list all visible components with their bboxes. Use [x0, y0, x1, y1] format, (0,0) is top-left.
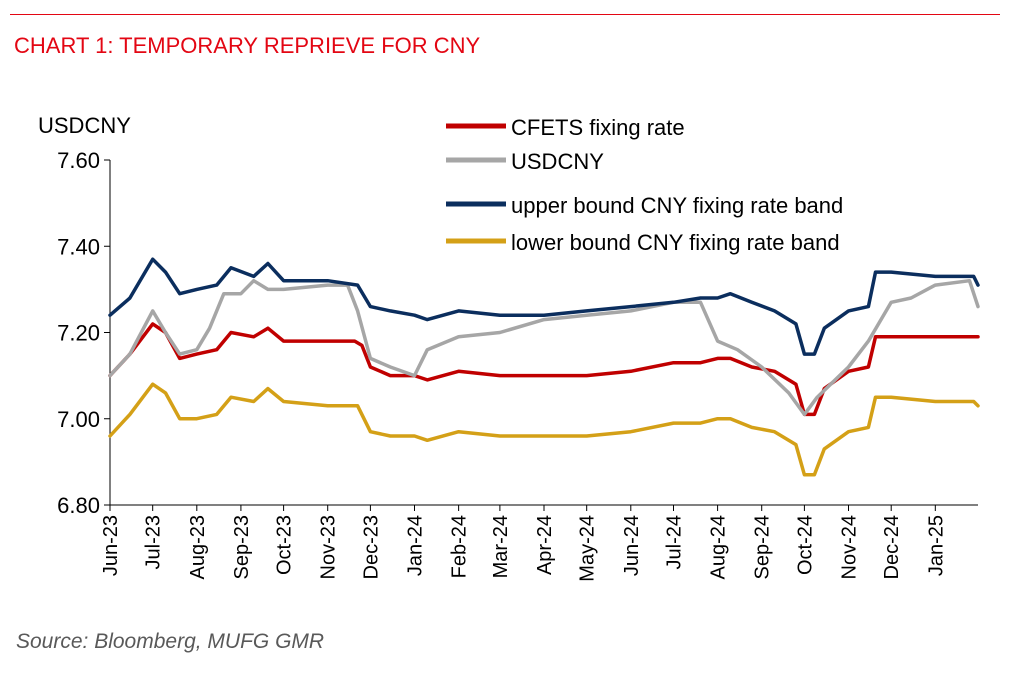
- x-tick-label: Jan-25: [925, 515, 947, 576]
- y-tick-label: 7.60: [57, 148, 100, 173]
- y-tick-label: 7.00: [57, 407, 100, 432]
- x-tick-label: Nov-24: [839, 515, 861, 579]
- source-note: Source: Bloomberg, MUFG GMR: [16, 630, 325, 653]
- x-tick-label: Sep-24: [752, 515, 774, 580]
- x-tick-label: Dec-24: [881, 515, 903, 579]
- series-line-1: [108, 322, 980, 417]
- x-tick-label: Jun-23: [100, 515, 122, 576]
- x-tick-label: Oct-23: [274, 515, 296, 575]
- series-line-4: [108, 382, 980, 477]
- legend-label-1: CFETS fixing rate: [511, 115, 685, 140]
- x-tick-label: Jun-24: [621, 515, 643, 576]
- x-tick-label: Oct-24: [794, 515, 816, 575]
- y-tick-label: 7.20: [57, 321, 100, 346]
- x-tick-label: Nov-23: [318, 515, 340, 579]
- x-tick-label: Mar-24: [490, 515, 512, 578]
- x-tick-label: Feb-24: [449, 515, 471, 578]
- series-line-3: [108, 257, 980, 356]
- legend-label-2: USDCNY: [511, 149, 604, 174]
- x-tick-label: Dec-23: [360, 515, 382, 579]
- legend-label-4: lower bound CNY fixing rate band: [511, 230, 840, 255]
- chart-title: CHART 1: TEMPORARY REPRIEVE FOR CNY: [14, 33, 481, 58]
- chart-axes: 7.60 7.40 7.20 7.00 6.80 USDCNY Jun-23 Jul-23 Au…: [38, 113, 978, 582]
- x-tick-label: Aug-23: [187, 515, 209, 580]
- x-tick-label: Jan-24: [405, 515, 427, 576]
- chart-legend: CFETS fixing rate USDCNY upper bound CNY f…: [446, 115, 843, 255]
- chart-lines: [108, 257, 980, 477]
- x-tick-label: Jul-24: [663, 515, 685, 569]
- y-tick-label: 7.40: [57, 234, 100, 259]
- y-tick-label: 6.80: [57, 493, 100, 518]
- legend-label-3: upper bound CNY fixing rate band: [511, 193, 843, 218]
- y-axis-label: USDCNY: [38, 113, 131, 138]
- x-tick-label: Apr-24: [534, 515, 556, 575]
- x-tick-label: May-24: [577, 515, 599, 582]
- series-line-2: [108, 278, 980, 417]
- x-tick-label: Aug-24: [708, 515, 730, 580]
- top-rule: [10, 14, 1000, 15]
- x-tick-label: Jul-23: [143, 515, 165, 569]
- x-tick-label: Sep-23: [231, 515, 253, 580]
